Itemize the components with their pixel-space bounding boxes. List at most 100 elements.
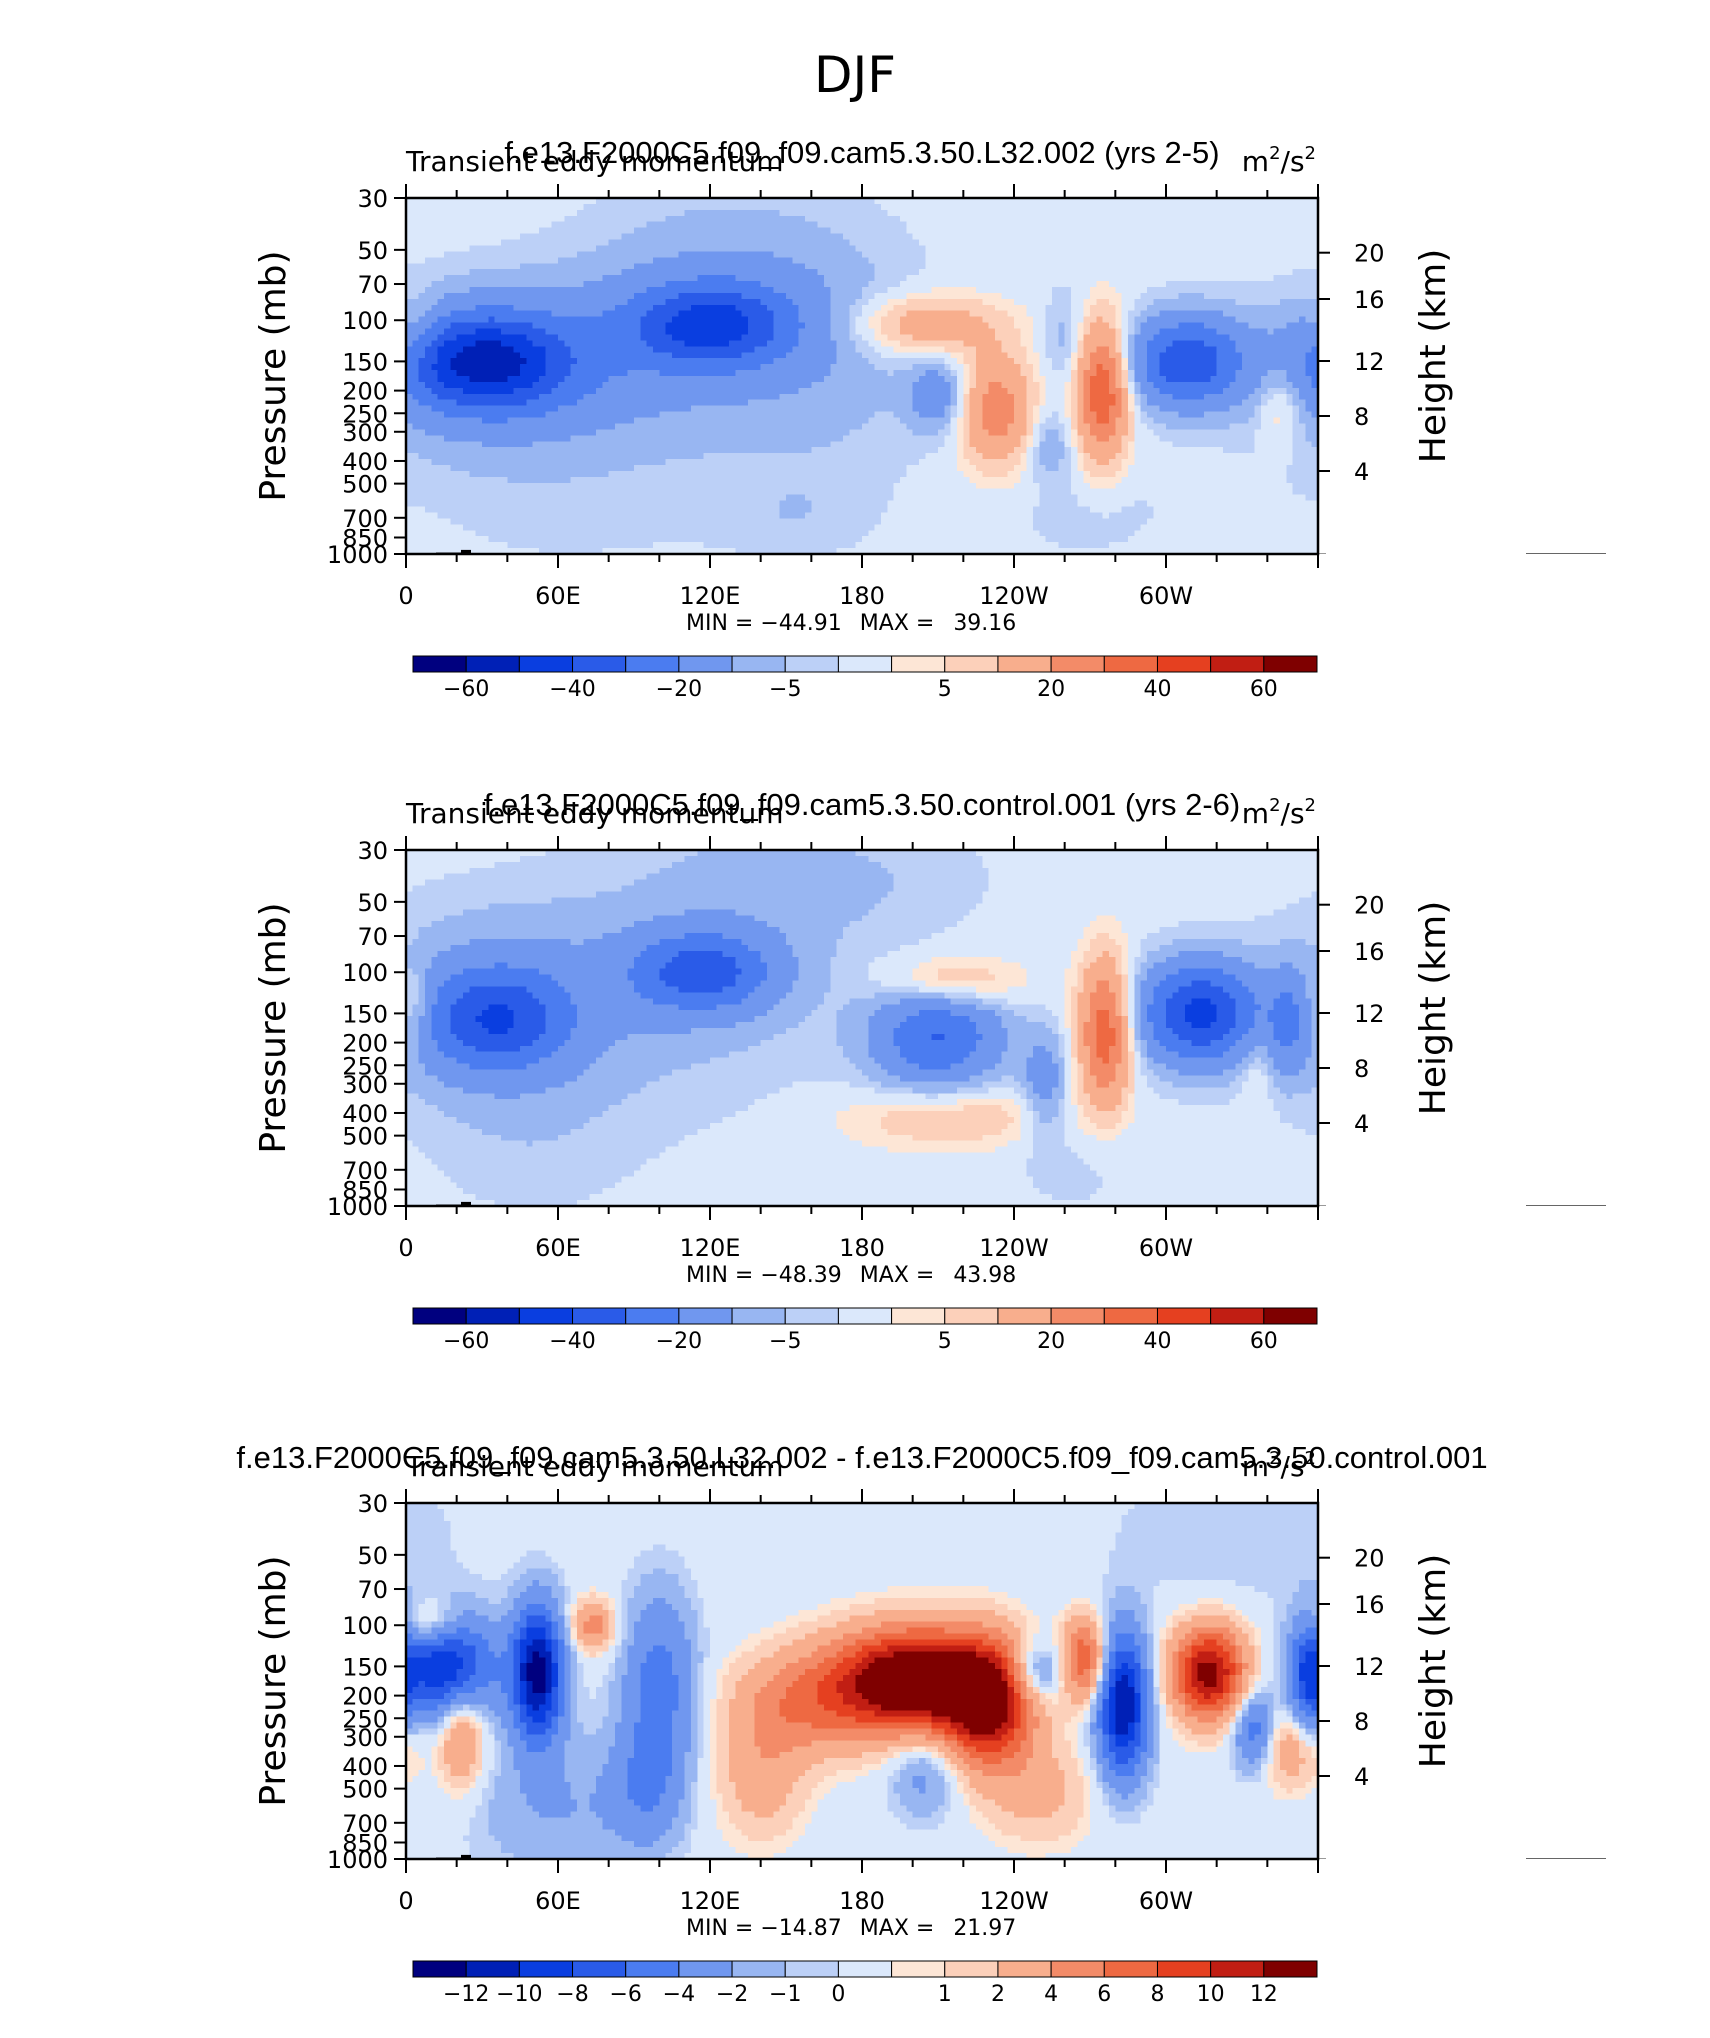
contour-cell: [647, 299, 654, 306]
contour-cell: [1299, 293, 1306, 300]
contour-cell: [704, 251, 711, 258]
contour-cell: [944, 269, 951, 276]
contour-cell: [887, 210, 894, 217]
contour-cell: [1261, 251, 1268, 258]
contour-cell: [1128, 204, 1135, 211]
contour-cell: [919, 269, 926, 276]
contour-cell: [1001, 210, 1008, 217]
contour-cell: [849, 240, 856, 247]
contour-cell: [425, 210, 432, 217]
contour-cell: [1293, 251, 1300, 258]
contour-cell: [894, 204, 901, 211]
contour-cell: [1027, 222, 1034, 229]
contour-cell: [1223, 293, 1230, 300]
contour-cell: [786, 263, 793, 270]
contour-cell: [609, 281, 616, 288]
contour-cell: [792, 269, 799, 276]
contour-cell: [419, 257, 426, 264]
contour-cell: [1236, 287, 1243, 294]
contour-cell: [849, 210, 856, 217]
contour-cell: [957, 228, 964, 235]
contour-cell: [868, 251, 875, 258]
contour-cell: [849, 299, 856, 306]
contour-cell: [881, 245, 888, 252]
contour-cell: [1147, 263, 1154, 270]
contour-cell: [678, 275, 685, 282]
contour-cell: [1236, 245, 1243, 252]
contour-cell: [723, 210, 730, 217]
contour-cell: [1020, 293, 1027, 300]
contour-cell: [1001, 293, 1008, 300]
contour-cell: [824, 281, 831, 288]
contour-cell: [1204, 228, 1211, 235]
contour-cell: [653, 245, 660, 252]
contour-cell: [919, 263, 926, 270]
contour-cell: [843, 240, 850, 247]
contour-cell: [533, 269, 540, 276]
contour-cell: [634, 210, 641, 217]
contour-cell: [716, 222, 723, 229]
contour-cell: [729, 234, 736, 241]
contour-cell: [792, 210, 799, 217]
contour-cell: [1229, 269, 1236, 276]
contour-cell: [1236, 269, 1243, 276]
contour-cell: [1185, 245, 1192, 252]
contour-cell: [830, 293, 837, 300]
contour-cell: [723, 234, 730, 241]
contour-cell: [596, 287, 603, 294]
contour-cell: [792, 257, 799, 264]
contour-cell: [723, 228, 730, 235]
contour-cell: [1210, 281, 1217, 288]
contour-cell: [875, 216, 882, 223]
contour-cell: [596, 269, 603, 276]
contour-cell: [672, 299, 679, 306]
contour-cell: [1191, 245, 1198, 252]
contour-cell: [735, 299, 742, 306]
contour-cell: [1071, 234, 1078, 241]
contour-cell: [514, 210, 521, 217]
contour-cell: [1286, 281, 1293, 288]
contour-cell: [647, 228, 654, 235]
contour-cell: [438, 269, 445, 276]
suptitle: DJF: [814, 46, 896, 104]
contour-cell: [1128, 245, 1135, 252]
contour-cell: [1286, 245, 1293, 252]
contour-cell: [1185, 204, 1192, 211]
contour-cell: [976, 222, 983, 229]
contour-cell: [811, 287, 818, 294]
contour-cell: [989, 204, 996, 211]
contour-cell: [963, 269, 970, 276]
contour-cell: [957, 222, 964, 229]
contour-cell: [628, 245, 635, 252]
contour-cell: [1223, 251, 1230, 258]
contour-cell: [1172, 228, 1179, 235]
contour-cell: [1020, 222, 1027, 229]
contour-cell: [894, 228, 901, 235]
contour-cell: [577, 240, 584, 247]
contour-cell: [976, 204, 983, 211]
contour-cell: [925, 293, 932, 300]
contour-cell: [944, 228, 951, 235]
contour-cell: [1103, 287, 1110, 294]
contour-cell: [1001, 245, 1008, 252]
contour-cell: [1027, 257, 1034, 264]
contour-cell: [1179, 216, 1186, 223]
contour-cell: [1179, 251, 1186, 258]
contour-cell: [444, 269, 451, 276]
contour-cell: [773, 257, 780, 264]
contour-cell: [552, 257, 559, 264]
contour-cell: [1141, 240, 1148, 247]
contour-cell: [754, 222, 761, 229]
contour-cell: [1223, 228, 1230, 235]
contour-cell: [875, 204, 882, 211]
contour-cell: [1052, 281, 1059, 288]
contour-cell: [647, 269, 654, 276]
contour-cell: [1084, 245, 1091, 252]
contour-cell: [1242, 222, 1249, 229]
contour-cell: [811, 281, 818, 288]
contour-cell: [754, 299, 761, 306]
contour-cell: [691, 204, 698, 211]
contour-cell: [1084, 204, 1091, 211]
contour-cell: [824, 222, 831, 229]
contour-cell: [412, 269, 419, 276]
